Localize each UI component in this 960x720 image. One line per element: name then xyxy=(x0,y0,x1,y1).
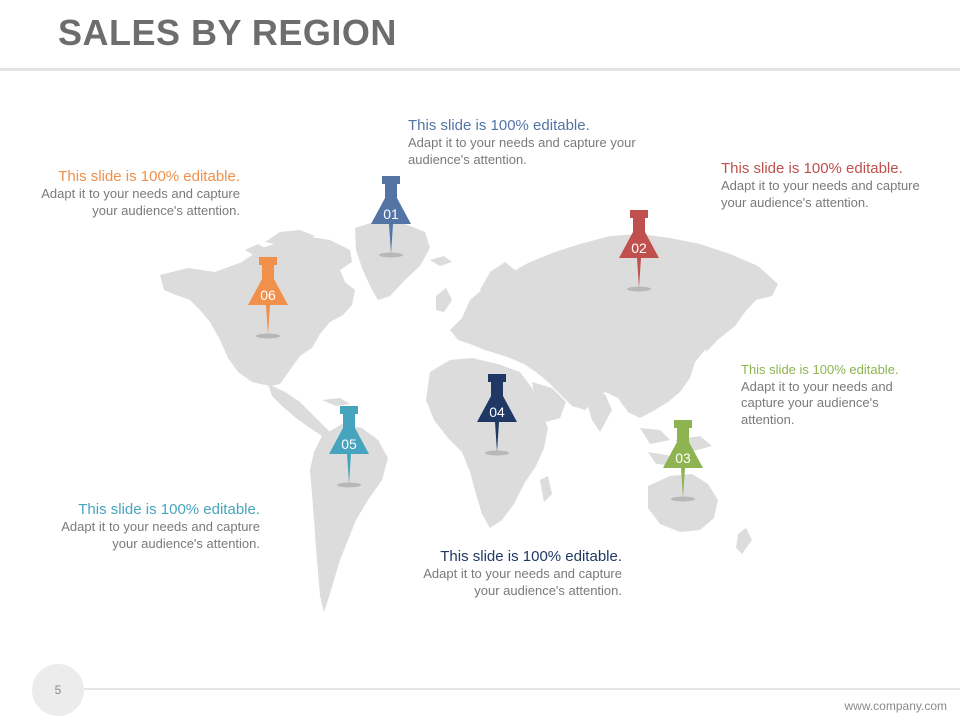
pin-03-number: 03 xyxy=(675,450,691,466)
pin-04-number: 04 xyxy=(489,404,505,420)
pin-01[interactable]: 01 xyxy=(371,176,411,258)
callout-02-body: Adapt it to your needs and capture your … xyxy=(721,178,920,210)
callout-02-heading: This slide is 100% editable. xyxy=(721,160,903,177)
eurasia-landmass xyxy=(450,234,778,418)
callout-04: This slide is 100% editable. Adapt it to… xyxy=(418,548,622,599)
callout-03-heading: This slide is 100% editable. xyxy=(741,362,899,377)
pin-02[interactable]: 02 xyxy=(619,210,659,292)
pin-06[interactable]: 06 xyxy=(248,257,288,339)
arctic-islands xyxy=(265,230,315,246)
callout-01-body: Adapt it to your needs and capture your … xyxy=(408,135,636,167)
callout-03-body: Adapt it to your needs and capture your … xyxy=(741,378,893,427)
pin-02-number: 02 xyxy=(631,240,647,256)
callout-06: This slide is 100% editable. Adapt it to… xyxy=(36,168,240,219)
australia-landmass xyxy=(648,474,718,532)
callout-05-body: Adapt it to your needs and capture your … xyxy=(61,519,260,551)
callout-04-body: Adapt it to your needs and capture your … xyxy=(423,566,622,598)
callout-01-heading: This slide is 100% editable. xyxy=(408,117,590,134)
callout-01: This slide is 100% editable. Adapt it to… xyxy=(408,117,638,168)
pin-06-number: 06 xyxy=(260,287,276,303)
callout-02: This slide is 100% editable. Adapt it to… xyxy=(721,160,921,211)
pin-05[interactable]: 05 xyxy=(329,406,369,488)
callout-06-body: Adapt it to your needs and capture your … xyxy=(41,186,240,218)
title-divider xyxy=(0,68,960,71)
callout-04-heading: This slide is 100% editable. xyxy=(440,548,622,565)
callout-06-heading: This slide is 100% editable. xyxy=(58,168,240,185)
footer-divider xyxy=(84,688,960,690)
south-america-landmass xyxy=(310,424,388,612)
page-number: 5 xyxy=(54,683,62,697)
pin-03[interactable]: 03 xyxy=(663,420,703,502)
greenland-landmass xyxy=(355,220,430,300)
callout-03: This slide is 100% editable. Adapt it to… xyxy=(741,362,921,428)
page-number-badge: 5 xyxy=(32,664,84,716)
north-america-landmass xyxy=(160,236,355,386)
africa-landmass xyxy=(426,358,548,528)
pin-05-number: 05 xyxy=(341,436,357,452)
slide-title: SALES BY REGION xyxy=(58,12,397,53)
pin-01-number: 01 xyxy=(383,206,399,222)
central-america-landmass xyxy=(268,384,330,436)
pin-04[interactable]: 04 xyxy=(477,374,517,456)
footer-website: www.company.com xyxy=(844,699,947,713)
callout-05-heading: This slide is 100% editable. xyxy=(78,501,260,518)
callout-05: This slide is 100% editable. Adapt it to… xyxy=(56,501,260,552)
